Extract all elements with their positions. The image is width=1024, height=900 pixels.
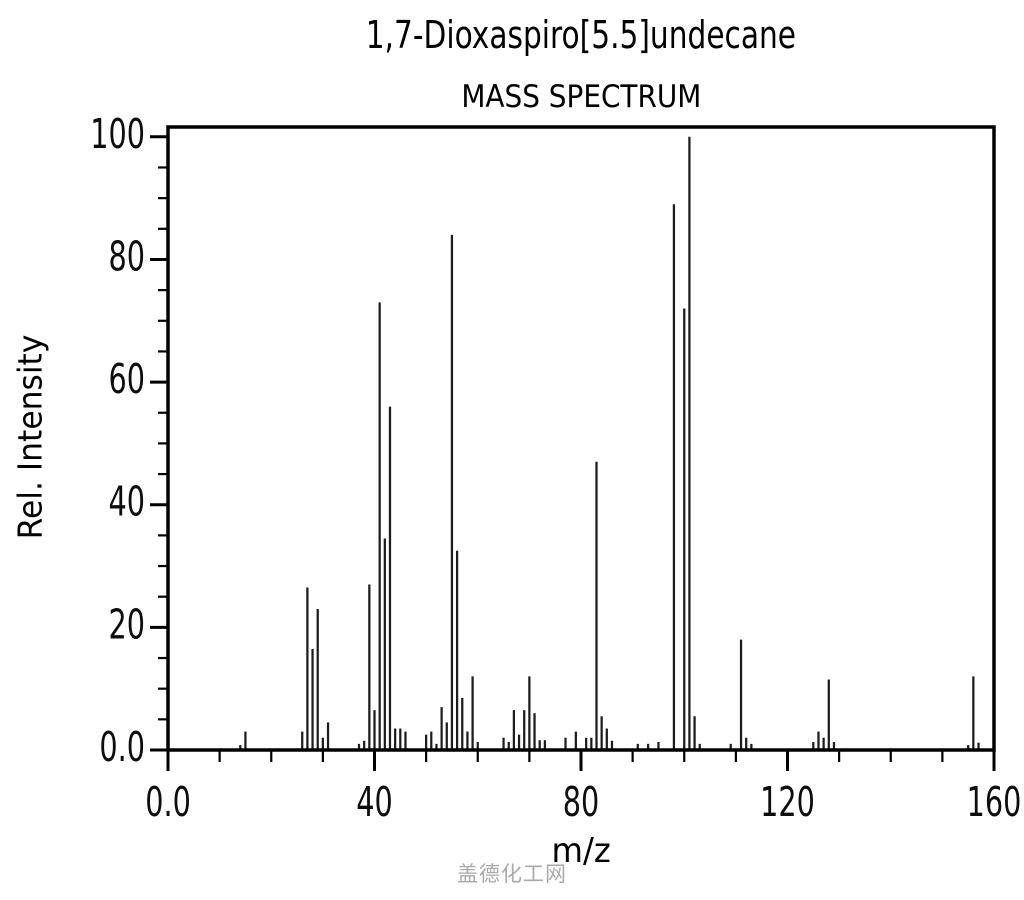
y-tick-label-20: 20	[108, 601, 145, 649]
watermark-text: 盖德化工网	[457, 862, 567, 886]
x-tick-label-80: 80	[563, 779, 600, 827]
y-tick-label-100: 100	[90, 111, 145, 159]
chart-subtitle: MASS SPECTRUM	[460, 79, 702, 115]
x-tick-label-0: 0.0	[145, 779, 191, 827]
plot-frame	[166, 125, 996, 752]
compound-name: 1,7-Dioxaspiro[5.5]undecane	[365, 13, 797, 57]
page-title: 1,7-Dioxaspiro[5.5]undecane	[168, 13, 994, 57]
y-tick-label-0: 0.0	[99, 724, 145, 772]
x-axis-label: m/z	[551, 831, 611, 871]
x-tick-label-120: 120	[760, 779, 815, 827]
x-tick-label-160: 160	[967, 779, 1022, 827]
x-tick-label-40: 40	[356, 779, 393, 827]
y-tick-label-80: 80	[108, 233, 145, 281]
y-tick-label-60: 60	[108, 356, 145, 404]
y-tick-label-40: 40	[108, 479, 145, 527]
